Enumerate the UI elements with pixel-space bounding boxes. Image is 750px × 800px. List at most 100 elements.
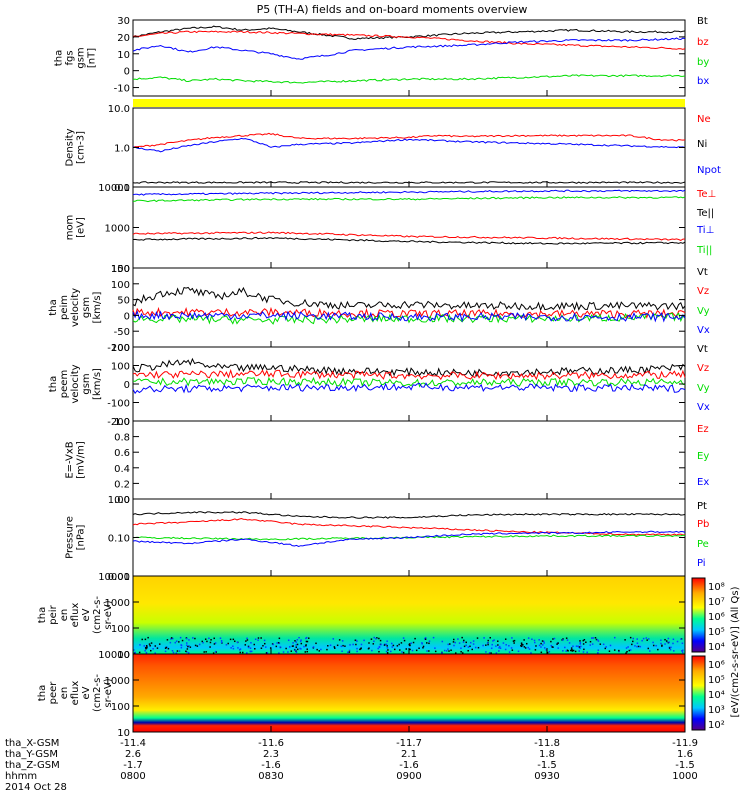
spectrogram-cell bbox=[486, 642, 489, 644]
spectrogram-cell bbox=[164, 650, 167, 653]
spectrogram-cell bbox=[378, 650, 380, 653]
spectrogram-cell bbox=[340, 645, 343, 648]
spectrogram-cell bbox=[557, 642, 559, 644]
y-axis-label-line: tha bbox=[37, 685, 48, 701]
spectrogram-cell bbox=[192, 637, 194, 639]
spectrogram-cell bbox=[295, 650, 297, 652]
spectrogram-cell bbox=[179, 636, 182, 639]
colorbar-tick-label: 10⁶ bbox=[708, 612, 725, 623]
spectrogram-cell bbox=[583, 648, 585, 651]
spectrogram-cell bbox=[219, 637, 222, 639]
spectrogram-cell bbox=[213, 643, 216, 645]
spectrogram-cell bbox=[287, 651, 289, 653]
spectrogram-cell bbox=[254, 648, 256, 650]
spectrogram-cell bbox=[582, 643, 585, 645]
spectrogram-cell bbox=[149, 644, 151, 647]
spectrogram-cell bbox=[304, 651, 307, 653]
series-line-Vy bbox=[132, 376, 686, 388]
spectrogram-cell bbox=[237, 647, 239, 649]
y-axis-label-line: Pressure bbox=[65, 516, 76, 559]
spectrogram-cell bbox=[250, 642, 252, 644]
spectrogram-cell bbox=[278, 637, 281, 640]
spectrogram-cell bbox=[660, 639, 662, 641]
spectrogram-cell bbox=[134, 651, 137, 654]
spectrogram-cell bbox=[448, 650, 450, 652]
y-tick-label: 100 bbox=[111, 264, 130, 275]
spectrogram-cell bbox=[541, 644, 544, 646]
spectrogram-cell bbox=[680, 638, 682, 640]
spectrogram-cell bbox=[154, 645, 157, 647]
spectrogram-cell bbox=[585, 641, 587, 644]
y-axis-label-line: fgs bbox=[65, 50, 76, 65]
y-tick-label: -100 bbox=[107, 399, 130, 410]
spectrogram-cell bbox=[386, 647, 389, 649]
spectrogram-cell bbox=[477, 646, 480, 649]
spectrogram-cell bbox=[165, 646, 168, 649]
spectrogram-cell bbox=[520, 642, 523, 644]
spectrogram-cell bbox=[405, 648, 408, 650]
footer-value-x: -11.8 bbox=[534, 738, 560, 749]
spectrogram-cell bbox=[636, 645, 638, 648]
spectrogram-cell bbox=[424, 637, 427, 639]
footer-row-label: tha_X-GSM bbox=[5, 738, 59, 749]
spectrogram-cell bbox=[424, 638, 427, 641]
spectrogram-cell bbox=[631, 643, 633, 646]
y-tick-label: 0.4 bbox=[114, 464, 130, 475]
footer-row-label: 2014 Oct 28 bbox=[5, 782, 67, 793]
spectrogram-cell bbox=[402, 651, 405, 654]
panel-peer_spectrogram: 10000 1000 100 10 thapeerenefluxeV(cm2-s-sr-… bbox=[37, 650, 725, 739]
spectrogram-cell bbox=[504, 638, 507, 640]
colorbar-tick-label: 10⁵ bbox=[708, 675, 725, 686]
series-line-Npot bbox=[132, 137, 686, 153]
legend-entry-Ne: Ne bbox=[697, 114, 711, 125]
spectrogram-cell bbox=[341, 640, 344, 642]
spectrogram-cell bbox=[571, 649, 573, 651]
y-axis-label-line: sr-eV) bbox=[103, 600, 114, 629]
spectrogram-cell bbox=[275, 645, 278, 648]
spectrogram-cell bbox=[609, 644, 612, 647]
spectrogram-cell bbox=[613, 636, 616, 639]
spectrogram-cell bbox=[360, 647, 362, 649]
legend-entry-Vt: Vt bbox=[697, 344, 708, 355]
spectrogram-cell bbox=[528, 648, 531, 650]
y-axis-label-line: sr-eV) bbox=[103, 678, 114, 707]
spectrogram-cell bbox=[196, 645, 199, 647]
spectrogram-cell bbox=[277, 641, 280, 644]
spectrogram-cell bbox=[232, 645, 234, 647]
spectrogram-cell bbox=[626, 650, 628, 653]
spectrogram-cell bbox=[254, 638, 257, 640]
spectrogram-cell bbox=[471, 648, 473, 651]
spectrogram-cell bbox=[664, 643, 666, 645]
spectrogram-cell bbox=[180, 646, 183, 649]
spectrogram-cell bbox=[294, 649, 296, 651]
y-axis-label-line: E=-VxB bbox=[65, 441, 76, 478]
y-tick-label: 10000 bbox=[98, 183, 130, 194]
footer-value-y: 2.6 bbox=[125, 749, 141, 760]
series-line-Vz bbox=[132, 368, 686, 381]
y-axis-label-line: eV bbox=[81, 608, 92, 621]
spectrogram-cell bbox=[511, 637, 513, 639]
spectrogram-cell bbox=[434, 650, 437, 653]
spectrogram-cell bbox=[586, 651, 588, 654]
spectrogram-cell bbox=[428, 650, 430, 652]
y-axis-label-line: peer bbox=[48, 681, 59, 705]
spectrogram-cell bbox=[341, 650, 343, 653]
spectrogram-cell bbox=[336, 644, 339, 647]
series-line-Ti⊥ bbox=[132, 189, 686, 196]
spectrogram-cell bbox=[241, 651, 244, 654]
y-tick-label: 1.0 bbox=[114, 144, 130, 155]
spectrogram-cell bbox=[306, 640, 309, 643]
spectrogram-cell bbox=[647, 638, 650, 640]
spectrogram-cell bbox=[356, 640, 358, 642]
spectrogram-cell bbox=[360, 643, 363, 646]
spectrogram-cell bbox=[348, 651, 351, 653]
y-axis-label-line: [nPa] bbox=[76, 524, 87, 550]
spectrogram-cell bbox=[649, 650, 651, 652]
y-tick-label: 0 bbox=[124, 67, 130, 78]
spectrogram-cell bbox=[434, 647, 436, 649]
spectrogram-cell bbox=[209, 641, 212, 644]
spectrogram-cell bbox=[443, 649, 446, 652]
spectrogram-cell bbox=[497, 644, 499, 646]
colorbar-tick-label: 10³ bbox=[708, 705, 725, 716]
y-axis-label-line: eflux bbox=[70, 681, 81, 706]
